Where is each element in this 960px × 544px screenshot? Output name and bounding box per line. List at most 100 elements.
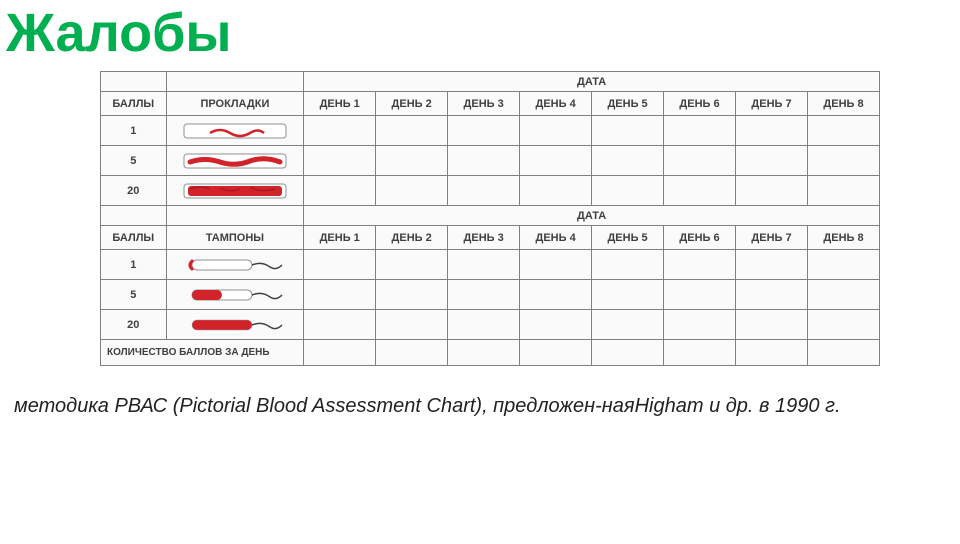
data-cell xyxy=(592,116,664,146)
score-cell: 20 xyxy=(101,310,167,340)
data-cell xyxy=(736,176,808,206)
data-cell xyxy=(448,116,520,146)
total-cell xyxy=(736,340,808,366)
total-row: КОЛИЧЕСТВО БАЛЛОВ ЗА ДЕНЬ xyxy=(101,340,880,366)
data-cell xyxy=(807,280,879,310)
data-cell xyxy=(304,280,376,310)
score-cell: 20 xyxy=(101,176,167,206)
total-cell xyxy=(376,340,448,366)
data-cell xyxy=(448,176,520,206)
data-cell xyxy=(736,116,808,146)
data-cell xyxy=(592,280,664,310)
data-cell xyxy=(520,116,592,146)
data-cell xyxy=(376,146,448,176)
data-cell xyxy=(448,280,520,310)
pad-row-5: 5 xyxy=(101,146,880,176)
day-label: ДЕНЬ 4 xyxy=(520,92,592,116)
data-cell xyxy=(807,116,879,146)
date-header-row-2: ДАТА xyxy=(101,206,880,226)
day-label: ДЕНЬ 2 xyxy=(376,226,448,250)
data-cell xyxy=(304,176,376,206)
day-label: ДЕНЬ 3 xyxy=(448,226,520,250)
data-cell xyxy=(304,116,376,146)
tampon-row-1: 1 xyxy=(101,250,880,280)
data-cell xyxy=(376,176,448,206)
data-cell xyxy=(376,280,448,310)
day-label: ДЕНЬ 3 xyxy=(448,92,520,116)
data-cell xyxy=(376,116,448,146)
data-cell xyxy=(664,310,736,340)
data-cell xyxy=(736,146,808,176)
total-cell xyxy=(448,340,520,366)
data-cell xyxy=(520,146,592,176)
day-label: ДЕНЬ 4 xyxy=(520,226,592,250)
pad-icon-heavy xyxy=(166,176,304,206)
tampon-icon-light xyxy=(166,250,304,280)
score-cell: 5 xyxy=(101,146,167,176)
column-header-row-pads: БАЛЛЫ ПРОКЛАДКИ ДЕНЬ 1 ДЕНЬ 2 ДЕНЬ 3 ДЕН… xyxy=(101,92,880,116)
total-cell xyxy=(807,340,879,366)
empty-cell xyxy=(166,72,304,92)
data-cell xyxy=(448,250,520,280)
tampon-icon-heavy xyxy=(166,310,304,340)
total-cell xyxy=(664,340,736,366)
score-cell: 1 xyxy=(101,116,167,146)
pad-icon-medium xyxy=(166,146,304,176)
date-header-row-1: ДАТА xyxy=(101,72,880,92)
data-cell xyxy=(520,176,592,206)
pad-row-20: 20 xyxy=(101,176,880,206)
score-cell: 1 xyxy=(101,250,167,280)
data-cell xyxy=(807,146,879,176)
date-header: ДАТА xyxy=(304,72,880,92)
pbac-table: ДАТА БАЛЛЫ ПРОКЛАДКИ ДЕНЬ 1 ДЕНЬ 2 ДЕНЬ … xyxy=(100,71,880,366)
data-cell xyxy=(448,310,520,340)
total-cell xyxy=(592,340,664,366)
caption-part2: Higham и др. в 1990 г. xyxy=(635,395,841,417)
data-cell xyxy=(448,146,520,176)
tampons-header: ТАМПОНЫ xyxy=(166,226,304,250)
data-cell xyxy=(592,146,664,176)
pads-header: ПРОКЛАДКИ xyxy=(166,92,304,116)
data-cell xyxy=(304,310,376,340)
data-cell xyxy=(664,250,736,280)
empty-cell xyxy=(166,206,304,226)
day-label: ДЕНЬ 6 xyxy=(664,92,736,116)
day-label: ДЕНЬ 7 xyxy=(736,226,808,250)
tampon-row-5: 5 xyxy=(101,280,880,310)
data-cell xyxy=(304,146,376,176)
data-cell xyxy=(664,280,736,310)
data-cell xyxy=(304,250,376,280)
day-label: ДЕНЬ 8 xyxy=(807,226,879,250)
day-label: ДЕНЬ 1 xyxy=(304,226,376,250)
score-header: БАЛЛЫ xyxy=(101,92,167,116)
column-header-row-tampons: БАЛЛЫ ТАМПОНЫ ДЕНЬ 1 ДЕНЬ 2 ДЕНЬ 3 ДЕНЬ … xyxy=(101,226,880,250)
data-cell xyxy=(664,176,736,206)
data-cell xyxy=(376,310,448,340)
score-cell: 5 xyxy=(101,280,167,310)
data-cell xyxy=(807,250,879,280)
pad-icon-light xyxy=(166,116,304,146)
data-cell xyxy=(807,176,879,206)
page-title: Жалобы xyxy=(6,4,960,63)
data-cell xyxy=(592,250,664,280)
score-header: БАЛЛЫ xyxy=(101,226,167,250)
data-cell xyxy=(520,310,592,340)
day-label: ДЕНЬ 1 xyxy=(304,92,376,116)
caption: методика РВАС (Pictorial Blood Assessmen… xyxy=(14,394,946,419)
day-label: ДЕНЬ 8 xyxy=(807,92,879,116)
total-cell xyxy=(520,340,592,366)
day-label: ДЕНЬ 5 xyxy=(592,92,664,116)
date-header: ДАТА xyxy=(304,206,880,226)
day-label: ДЕНЬ 7 xyxy=(736,92,808,116)
day-label: ДЕНЬ 2 xyxy=(376,92,448,116)
data-cell xyxy=(520,250,592,280)
data-cell xyxy=(664,146,736,176)
tampon-icon-medium xyxy=(166,280,304,310)
data-cell xyxy=(520,280,592,310)
data-cell xyxy=(807,310,879,340)
day-label: ДЕНЬ 6 xyxy=(664,226,736,250)
pad-row-1: 1 xyxy=(101,116,880,146)
data-cell xyxy=(736,310,808,340)
empty-cell xyxy=(101,206,167,226)
caption-part1: методика РВАС (Pictorial Blood Assessmen… xyxy=(14,395,635,417)
